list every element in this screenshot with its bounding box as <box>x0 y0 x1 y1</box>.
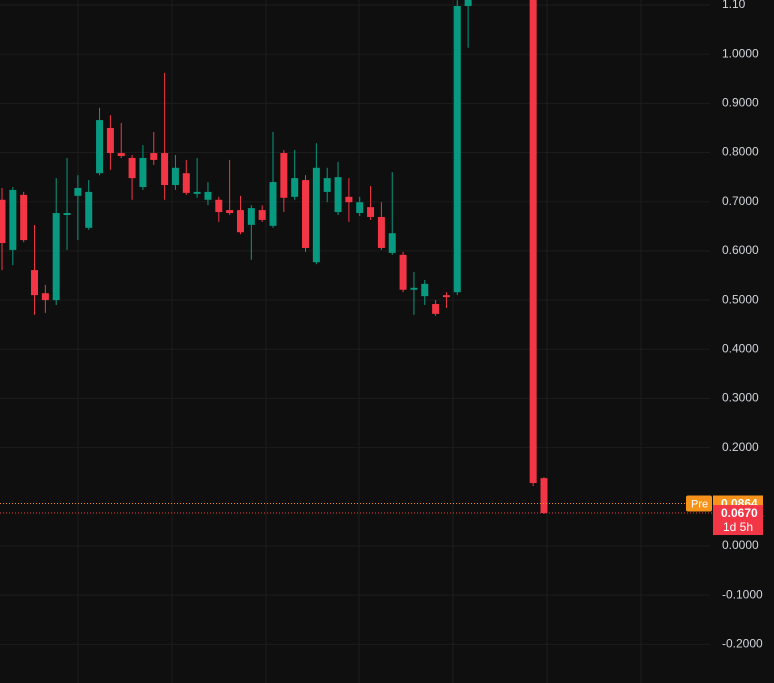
candles <box>0 0 548 515</box>
candle-body <box>334 177 342 213</box>
last-price-box <box>713 505 763 536</box>
grid <box>0 4 710 645</box>
candle-body <box>421 283 429 297</box>
candle-body <box>20 194 28 241</box>
candle-body <box>453 5 461 293</box>
candle-body <box>247 208 255 225</box>
vertical-grid <box>77 0 642 683</box>
candle-body <box>323 178 331 192</box>
y-tick-label: 0.9000 <box>722 96 759 110</box>
candle-body <box>0 199 6 244</box>
candle-body <box>96 120 104 174</box>
candle-body <box>41 293 49 301</box>
candle-body <box>193 191 201 194</box>
candle-body <box>226 210 234 214</box>
candle-body <box>117 153 125 156</box>
candle-body <box>258 210 266 220</box>
y-tick-label: 0.8000 <box>722 145 759 159</box>
candle-body <box>410 287 418 290</box>
candle-body <box>171 167 179 186</box>
candle-body <box>540 478 548 514</box>
candle-body <box>85 191 93 228</box>
y-tick-label: 1.10 <box>722 0 746 11</box>
y-tick-label: 1.0000 <box>722 46 759 60</box>
pre-tag-box <box>686 495 712 512</box>
candle-body <box>139 157 147 187</box>
candle-body <box>9 189 17 250</box>
candle-body <box>302 180 310 248</box>
candle-body <box>367 207 375 217</box>
candle-body <box>377 216 385 248</box>
candle-body <box>388 233 396 253</box>
axis: 1.10 1.0000 0.9000 0.8000 0.7000 0.6000 0.5000… <box>0 0 763 651</box>
y-tick-label: 0.2000 <box>722 440 759 454</box>
candle-body <box>52 213 60 301</box>
pre-tag: Pre <box>691 498 708 510</box>
y-tick-label: 0.3000 <box>722 391 759 405</box>
candle-body <box>106 127 114 154</box>
y-tick-label: -0.1000 <box>722 587 763 601</box>
candle-body <box>150 153 158 160</box>
candle-body <box>31 270 39 296</box>
candle-body <box>345 196 353 203</box>
countdown: 1d 5h <box>723 520 753 534</box>
candle-body <box>204 191 212 200</box>
y-tick-label: 0.0000 <box>722 538 759 552</box>
candle-body <box>236 210 244 233</box>
last-price: 0.0670 <box>721 506 758 520</box>
candle-body <box>529 0 537 484</box>
candle-body <box>63 213 71 216</box>
candle-body <box>74 187 82 196</box>
y-tick-label: 0.4000 <box>722 341 759 355</box>
candle-body <box>356 202 364 214</box>
candle-body <box>161 153 169 186</box>
candle-body <box>312 167 320 263</box>
y-tick-label: 0.7000 <box>722 194 759 208</box>
candle-body <box>280 153 288 198</box>
y-tick-label: -0.2000 <box>722 637 763 651</box>
candle-body <box>269 182 277 226</box>
candle-body <box>442 295 450 298</box>
y-tick-label: 0.6000 <box>722 243 759 257</box>
candle-body <box>464 0 472 6</box>
candle-body <box>399 254 407 290</box>
candle-body <box>432 304 440 314</box>
candle-body <box>291 178 299 197</box>
candle-body <box>215 199 223 213</box>
candle-body <box>128 157 136 179</box>
y-tick-label: 0.5000 <box>722 292 759 306</box>
candle-body <box>182 173 190 193</box>
